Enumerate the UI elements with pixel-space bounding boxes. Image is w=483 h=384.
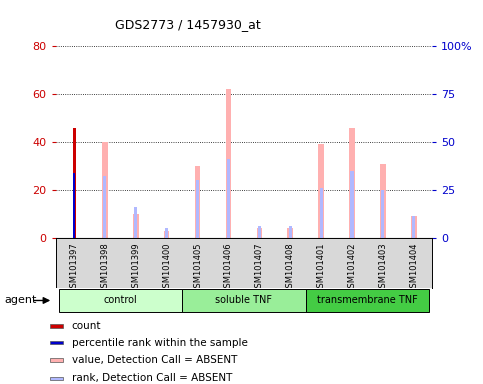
Text: GSM101406: GSM101406 xyxy=(224,242,233,293)
Bar xyxy=(227,159,230,238)
Text: GSM101402: GSM101402 xyxy=(347,242,356,293)
Bar xyxy=(287,228,293,238)
Bar xyxy=(382,190,384,238)
Bar xyxy=(134,207,137,238)
Bar xyxy=(380,164,385,238)
Bar xyxy=(72,127,76,238)
Bar xyxy=(165,228,168,238)
Bar xyxy=(258,226,261,238)
Bar xyxy=(351,171,354,238)
Bar xyxy=(58,289,182,312)
Bar xyxy=(226,89,231,238)
Text: GDS2773 / 1457930_at: GDS2773 / 1457930_at xyxy=(114,18,260,31)
Text: agent: agent xyxy=(5,295,37,306)
Text: GSM101404: GSM101404 xyxy=(409,242,418,293)
Text: control: control xyxy=(103,295,137,306)
Text: GSM101405: GSM101405 xyxy=(193,242,202,293)
Bar xyxy=(50,341,62,344)
Text: GSM101408: GSM101408 xyxy=(286,242,295,293)
Text: percentile rank within the sample: percentile rank within the sample xyxy=(71,338,247,348)
Text: GSM101403: GSM101403 xyxy=(378,242,387,293)
Text: GSM101407: GSM101407 xyxy=(255,242,264,293)
Text: GSM101397: GSM101397 xyxy=(70,242,79,293)
Text: GSM101398: GSM101398 xyxy=(100,242,110,293)
Bar xyxy=(412,217,415,238)
Bar xyxy=(195,166,200,238)
Bar xyxy=(133,214,139,238)
Bar xyxy=(50,377,62,380)
Bar xyxy=(349,127,355,238)
Text: GSM101399: GSM101399 xyxy=(131,242,141,293)
Text: soluble TNF: soluble TNF xyxy=(215,295,272,306)
Bar xyxy=(196,180,199,238)
Bar xyxy=(289,226,292,238)
Text: GSM101401: GSM101401 xyxy=(317,242,326,293)
Text: value, Detection Call = ABSENT: value, Detection Call = ABSENT xyxy=(71,355,237,365)
Text: count: count xyxy=(71,321,101,331)
Text: GSM101400: GSM101400 xyxy=(162,242,171,293)
Bar xyxy=(256,228,262,238)
Bar xyxy=(320,188,323,238)
Text: rank, Detection Call = ABSENT: rank, Detection Call = ABSENT xyxy=(71,373,232,383)
Bar xyxy=(102,142,108,238)
Bar xyxy=(306,289,429,312)
Bar xyxy=(411,217,416,238)
Text: transmembrane TNF: transmembrane TNF xyxy=(317,295,418,306)
Bar xyxy=(73,173,75,238)
Bar xyxy=(103,176,106,238)
Bar xyxy=(182,289,306,312)
Bar xyxy=(50,324,62,328)
Bar xyxy=(318,144,324,238)
Bar xyxy=(50,358,62,362)
Bar xyxy=(164,231,170,238)
